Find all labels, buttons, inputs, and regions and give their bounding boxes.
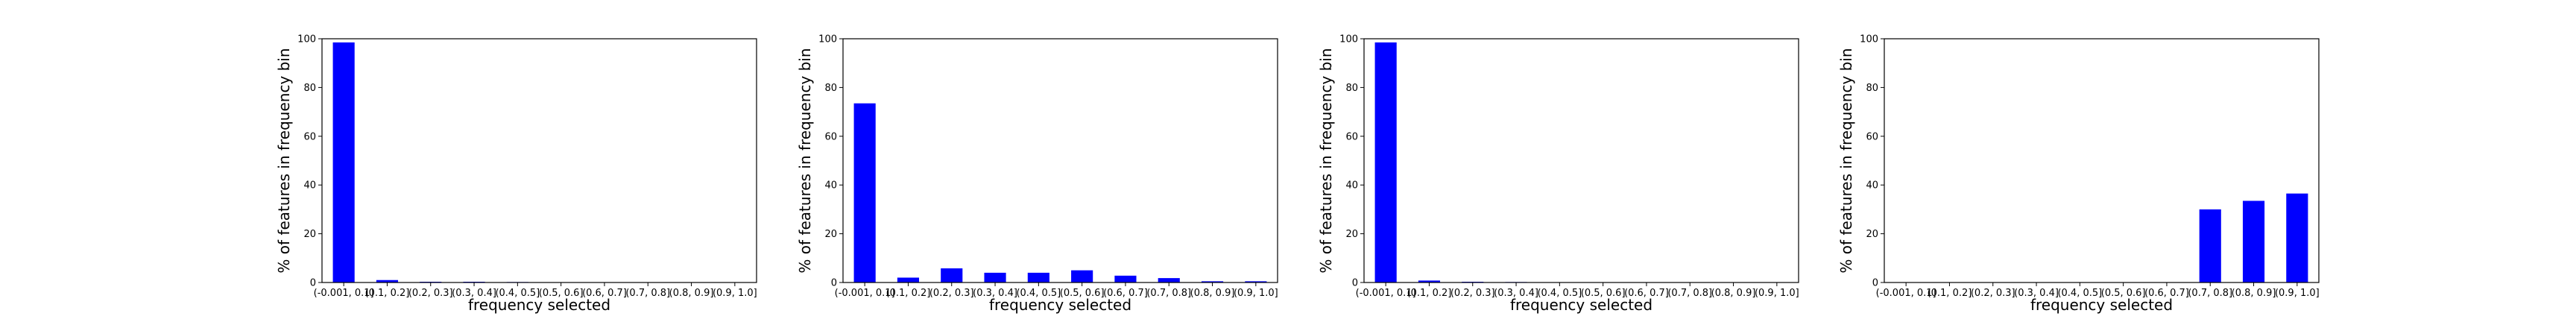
y-tick-label: 60: [303, 131, 316, 142]
bar: [1374, 42, 1397, 282]
y-tick-label: 0: [831, 278, 837, 289]
x-tick-label: (0.8, 0.9]: [669, 288, 714, 299]
x-tick-label: (0.2, 0.3]: [1450, 288, 1495, 299]
bar: [2199, 209, 2221, 282]
bar: [1201, 281, 1224, 282]
y-axis-label: % of features in frequency bin: [796, 48, 814, 273]
axes-frame: [842, 38, 1278, 283]
y-tick-label: 80: [1345, 83, 1358, 94]
bar: [941, 268, 963, 282]
bar: [1245, 281, 1267, 282]
y-tick-label: 100: [1339, 34, 1358, 45]
x-tick-label: (0.9, 1.0]: [1755, 288, 1799, 299]
x-tick-label: (0.7, 0.8]: [1146, 288, 1191, 299]
axes-frame: [1363, 38, 1799, 283]
y-tick-label: 100: [818, 34, 837, 45]
bar: [984, 272, 1006, 282]
bar: [2286, 193, 2308, 282]
x-tick-label: (0.7, 0.8]: [1667, 288, 1712, 299]
x-tick-label: (0.5, 0.6]: [1581, 288, 1626, 299]
x-tick-label: (0.3, 0.4]: [1494, 288, 1538, 299]
x-tick-label: (-0.001, 0.1]: [1356, 288, 1416, 299]
x-tick-label: (0.1, 0.2]: [365, 288, 410, 299]
y-tick-label: 40: [824, 180, 837, 192]
x-tick-label: (0.8, 0.9]: [1190, 288, 1235, 299]
x-tick-label: (0.2, 0.3]: [929, 288, 974, 299]
bar: [2242, 201, 2265, 282]
y-axis-label: % of features in frequency bin: [275, 48, 293, 273]
bar: [1027, 272, 1049, 282]
x-tick-label: (0.4, 0.5]: [495, 288, 540, 299]
x-tick-label: (-0.001, 0.1]: [835, 288, 895, 299]
y-tick-label: 40: [303, 180, 316, 192]
y-tick-label: 80: [1866, 83, 1878, 94]
bar: [376, 280, 399, 282]
x-tick-label: (0.3, 0.4]: [2014, 288, 2059, 299]
x-axis-label: frequency selected: [468, 296, 610, 314]
x-tick-label: (0.4, 0.5]: [2057, 288, 2102, 299]
y-tick-label: 80: [824, 83, 837, 94]
y-tick-label: 0: [310, 278, 316, 289]
x-tick-label: (0.3, 0.4]: [973, 288, 1017, 299]
y-axis-label: % of features in frequency bin: [1837, 48, 1855, 273]
bar: [332, 42, 355, 282]
x-tick-label: (0.6, 0.7]: [2144, 288, 2189, 299]
x-tick-label: (0.8, 0.9]: [1711, 288, 1756, 299]
x-tick-label: (0.9, 1.0]: [713, 288, 757, 299]
y-axis-label: % of features in frequency bin: [1317, 48, 1335, 273]
bar: [853, 103, 876, 282]
y-tick-label: 60: [1866, 131, 1878, 142]
y-tick-label: 40: [1345, 180, 1358, 192]
y-tick-label: 0: [1352, 278, 1358, 289]
bar: [897, 277, 920, 282]
y-tick-label: 20: [1345, 229, 1358, 240]
y-tick-label: 100: [1860, 34, 1878, 45]
y-tick-label: 40: [1866, 180, 1878, 192]
y-tick-label: 100: [297, 34, 316, 45]
chart-panel-3: 0 20 40 60 80 100 (-0.001, 0.1](0.1, 0.2](0.2,…: [1317, 34, 1799, 315]
x-tick-label: (0.1, 0.2]: [1407, 288, 1452, 299]
y-tick-label: 60: [1345, 131, 1358, 142]
chart-panel-4: 0 20 40 60 80 100 (-0.001, 0.1](0.1, 0.2](0.2,…: [1837, 34, 2320, 315]
x-tick-label: (0.9, 1.0]: [2275, 288, 2320, 299]
x-tick-label: (0.1, 0.2]: [886, 288, 931, 299]
bar: [1114, 275, 1137, 282]
x-tick-label: (0.5, 0.6]: [539, 288, 584, 299]
x-tick-label: (0.2, 0.3]: [408, 288, 453, 299]
x-axis-label: frequency selected: [989, 296, 1131, 314]
bar: [1418, 280, 1441, 282]
x-tick-label: (0.5, 0.6]: [1060, 288, 1105, 299]
x-tick-label: (0.4, 0.5]: [1016, 288, 1061, 299]
x-tick-label: (0.4, 0.5]: [1537, 288, 1582, 299]
x-axis-label: frequency selected: [1510, 296, 1652, 314]
x-tick-label: (0.8, 0.9]: [2232, 288, 2276, 299]
x-tick-label: (0.6, 0.7]: [1624, 288, 1669, 299]
axes-frame: [321, 38, 757, 283]
chart-panel-2: 0 20 40 60 80 100 (-0.001, 0.1](0.1, 0.2](0.2,…: [796, 34, 1278, 315]
y-tick-label: 20: [303, 229, 316, 240]
x-tick-label: (0.6, 0.7]: [582, 288, 627, 299]
y-tick-label: 60: [824, 131, 837, 142]
x-tick-label: (0.5, 0.6]: [2101, 288, 2146, 299]
x-tick-label: (0.2, 0.3]: [1971, 288, 2015, 299]
bar: [1071, 270, 1093, 282]
y-tick-label: 20: [1866, 229, 1878, 240]
axes-frame: [1884, 38, 2320, 283]
bar: [1158, 278, 1180, 282]
x-tick-label: (0.1, 0.2]: [1928, 288, 1972, 299]
x-tick-label: (0.6, 0.7]: [1103, 288, 1148, 299]
x-tick-label: (-0.001, 0.1]: [314, 288, 374, 299]
x-tick-label: (0.7, 0.8]: [2188, 288, 2232, 299]
x-tick-label: (0.3, 0.4]: [452, 288, 496, 299]
x-tick-label: (0.9, 1.0]: [1234, 288, 1278, 299]
chart-panel-1: 0 20 40 60 80 100 (-0.001, 0.1](0.1, 0.2](0.2,…: [275, 34, 757, 315]
y-tick-label: 20: [824, 229, 837, 240]
x-tick-label: (0.7, 0.8]: [625, 288, 670, 299]
y-tick-label: 80: [303, 83, 316, 94]
x-tick-label: (-0.001, 0.1]: [1876, 288, 1936, 299]
y-tick-label: 0: [1872, 278, 1878, 289]
x-axis-label: frequency selected: [2030, 296, 2173, 314]
